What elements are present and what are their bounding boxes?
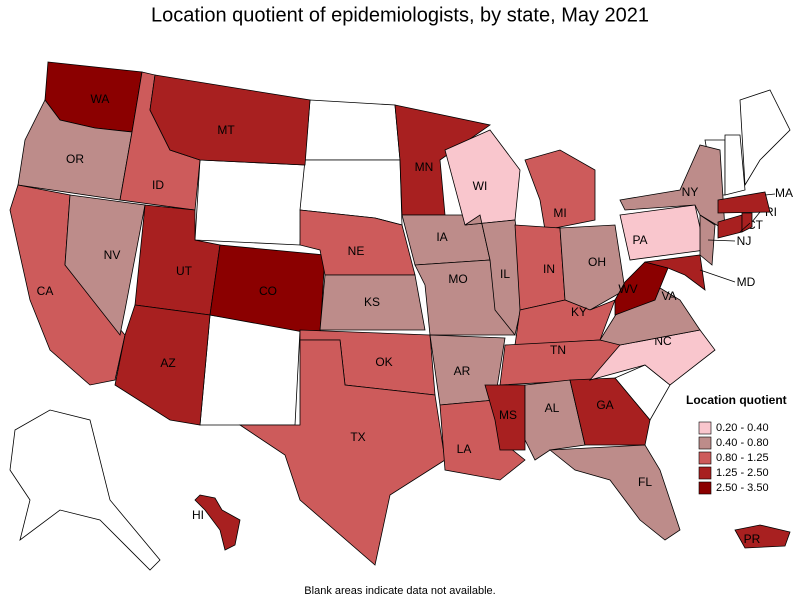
state (238, 339, 446, 566)
state-label: IN (543, 262, 555, 276)
legend-label: 0.20 - 0.40 (716, 422, 769, 434)
legend-swatch (698, 481, 712, 495)
state (444, 129, 521, 226)
state-label: FL (638, 475, 652, 489)
state-label: KY (571, 305, 587, 319)
state-label: MS (499, 408, 517, 422)
state (484, 384, 526, 451)
state-label: WI (473, 179, 488, 193)
state-label: WV (618, 282, 637, 296)
state-label: OK (375, 355, 392, 369)
state-label: TX (350, 430, 365, 444)
state-label: IL (500, 267, 510, 281)
state-label: AZ (160, 356, 175, 370)
state-blank (304, 99, 401, 161)
legend: Location quotient 0.20 - 0.40 0.40 - 0.80… (686, 393, 787, 495)
legend-swatch (698, 466, 712, 480)
state-label: NV (104, 248, 121, 262)
state-label: GA (596, 398, 613, 412)
state (64, 194, 146, 336)
state-label: LA (457, 442, 472, 456)
legend-swatch (698, 451, 712, 465)
state-label: CA (37, 284, 54, 298)
state-label: MA (775, 186, 793, 200)
state (644, 254, 706, 291)
state-label: OH (588, 255, 606, 269)
state (319, 274, 426, 331)
state (569, 377, 651, 446)
states: WA OR CA NV ID MT UT AZ CO NE KS OK TX MN IA MO AR LA WI IL… (9, 61, 793, 566)
state-label: IA (436, 230, 447, 244)
state-label: WA (91, 92, 110, 106)
state-blank (739, 89, 791, 187)
state-label: MT (217, 123, 235, 137)
state-label: AR (454, 364, 471, 378)
legend-label: 0.80 - 1.25 (716, 452, 769, 464)
state (524, 149, 596, 231)
state-label: CO (259, 284, 277, 298)
leader-line (699, 269, 736, 283)
state-label: NY (682, 185, 699, 199)
state-label: NJ (737, 234, 752, 248)
leader-line (739, 222, 751, 233)
legend-label: 2.50 - 3.50 (716, 482, 769, 494)
state-label: NE (348, 244, 365, 258)
map-title: Location quotient of epidemiologists, by… (151, 4, 649, 26)
state-label: KS (364, 295, 380, 309)
state-label: ID (152, 178, 164, 192)
legend-swatch (698, 421, 712, 435)
state-label: VA (661, 289, 676, 303)
state (194, 494, 241, 551)
legend-label: 0.40 - 0.80 (716, 437, 769, 449)
leader-lines (699, 193, 776, 283)
state (734, 524, 791, 549)
state (699, 214, 716, 266)
leader-line (707, 239, 736, 242)
state (149, 74, 311, 166)
state-label: MI (553, 206, 566, 220)
state-label: PR (744, 532, 761, 546)
state-label: TN (550, 343, 566, 357)
state-label: HI (192, 508, 204, 522)
legend-swatch (698, 436, 712, 450)
state-blank (724, 134, 746, 196)
leader-line (764, 193, 776, 196)
state-label: UT (176, 264, 193, 278)
legend-label: 1.25 - 2.50 (716, 467, 769, 479)
state-label: AL (545, 401, 560, 415)
state-label: MD (737, 275, 756, 289)
state-blank (199, 314, 301, 426)
legend-title: Location quotient (686, 393, 787, 407)
state-blank (194, 159, 306, 246)
state (548, 444, 681, 541)
state (717, 191, 771, 214)
leader-line (751, 211, 761, 223)
state (514, 224, 566, 311)
state (559, 224, 626, 311)
state (741, 212, 753, 233)
footnote: Blank areas indicate data not available. (304, 585, 495, 597)
state-blank (9, 409, 161, 571)
state-label: PA (632, 233, 647, 247)
state-label: MN (415, 160, 434, 174)
state-label: MO (448, 272, 467, 286)
state-label: OR (66, 152, 84, 166)
